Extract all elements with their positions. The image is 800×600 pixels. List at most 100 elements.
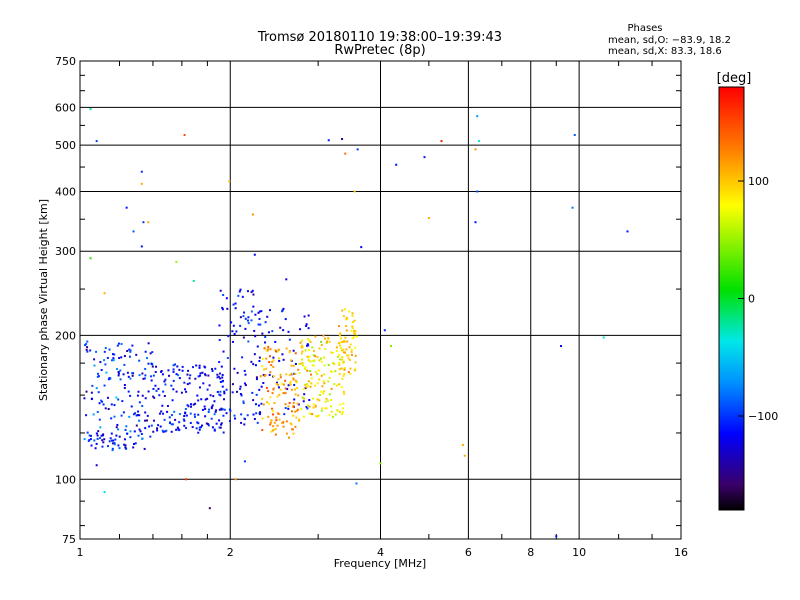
data-point — [252, 399, 255, 402]
data-point — [463, 454, 466, 457]
data-point — [207, 374, 210, 377]
data-point — [316, 373, 319, 376]
data-point — [141, 394, 144, 397]
data-point — [327, 380, 330, 383]
data-point — [356, 148, 359, 151]
data-point — [216, 373, 219, 376]
data-point — [134, 442, 137, 445]
data-point — [341, 138, 344, 141]
data-point — [178, 413, 181, 416]
data-point — [99, 361, 102, 364]
data-point — [140, 182, 143, 185]
data-point — [123, 386, 126, 389]
data-point — [354, 330, 357, 333]
y-tick-label: 300 — [55, 245, 76, 258]
data-point — [290, 359, 293, 362]
data-point — [157, 424, 160, 427]
data-point — [342, 374, 345, 377]
data-point — [195, 427, 198, 430]
data-point — [258, 310, 261, 313]
data-point — [119, 378, 122, 381]
phases-stats-o: mean, sd,O: −83.9, 18.2 — [608, 35, 731, 46]
data-point — [323, 337, 326, 340]
data-point — [219, 394, 222, 397]
data-point — [330, 387, 333, 390]
data-point — [243, 423, 246, 426]
data-point — [300, 346, 303, 349]
data-point — [341, 356, 344, 359]
data-point — [163, 380, 166, 383]
data-point — [354, 368, 357, 371]
data-point — [234, 307, 237, 310]
data-point — [239, 324, 242, 327]
data-point — [184, 412, 187, 415]
data-point — [328, 393, 331, 396]
data-point — [339, 403, 342, 406]
data-point — [285, 432, 288, 435]
data-point — [222, 293, 225, 296]
data-point — [307, 314, 310, 317]
data-point — [218, 361, 221, 364]
data-point — [132, 230, 135, 233]
data-point — [328, 340, 331, 343]
data-point — [195, 364, 198, 367]
data-point — [266, 315, 269, 318]
data-point — [124, 446, 127, 449]
data-point — [132, 446, 135, 449]
data-point — [228, 180, 231, 183]
data-point — [306, 407, 309, 410]
data-point — [341, 309, 344, 312]
data-point — [294, 352, 297, 355]
data-point — [258, 356, 261, 359]
data-point — [166, 410, 169, 413]
data-point — [306, 343, 309, 346]
data-point — [192, 403, 195, 406]
data-point — [104, 346, 107, 349]
data-point — [253, 329, 256, 332]
data-point — [284, 387, 287, 390]
data-point — [115, 368, 118, 371]
data-point — [99, 426, 102, 429]
data-point — [128, 415, 131, 418]
data-point — [344, 336, 347, 339]
data-point — [149, 352, 152, 355]
data-point — [354, 361, 357, 364]
data-point — [233, 414, 236, 417]
data-point — [259, 375, 262, 378]
data-point — [237, 294, 240, 297]
data-point — [322, 392, 325, 395]
data-point — [253, 253, 256, 256]
data-point — [191, 426, 194, 429]
data-point — [338, 334, 341, 337]
data-point — [356, 335, 359, 338]
data-point — [226, 357, 229, 360]
data-point — [172, 379, 175, 382]
data-point — [314, 370, 317, 373]
data-point — [325, 397, 328, 400]
data-point — [178, 421, 181, 424]
data-point — [124, 428, 127, 431]
data-point — [88, 439, 91, 442]
phases-stats-x: mean, sd,X: 83.3, 18.6 — [608, 46, 722, 57]
data-point — [151, 351, 154, 354]
data-point — [244, 384, 247, 387]
data-point — [272, 375, 275, 378]
data-point — [343, 340, 346, 343]
data-point — [302, 400, 305, 403]
data-point — [316, 398, 319, 401]
data-point — [313, 359, 316, 362]
data-point — [288, 350, 291, 353]
data-point — [307, 359, 310, 362]
data-point — [312, 397, 315, 400]
data-point — [347, 354, 350, 357]
data-point — [265, 349, 268, 352]
data-point — [96, 437, 99, 440]
data-point — [102, 441, 105, 444]
data-point — [335, 346, 338, 349]
data-point — [353, 319, 356, 322]
data-point — [284, 407, 287, 410]
data-point — [154, 370, 157, 373]
data-point — [158, 394, 161, 397]
data-point — [85, 342, 88, 345]
data-point — [271, 392, 274, 395]
